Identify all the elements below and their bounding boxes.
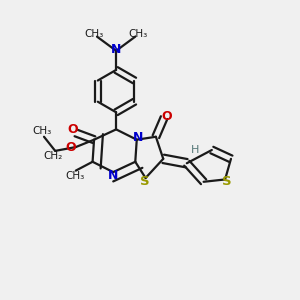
Text: N: N — [133, 131, 143, 144]
Text: CH₃: CH₃ — [84, 29, 104, 39]
Text: S: S — [222, 175, 231, 188]
Text: O: O — [65, 141, 76, 154]
Text: CH₂: CH₂ — [43, 151, 62, 161]
Text: CH₃: CH₃ — [66, 171, 85, 181]
Text: O: O — [162, 110, 172, 123]
Text: CH₃: CH₃ — [129, 29, 148, 39]
Text: N: N — [107, 169, 118, 182]
Text: N: N — [111, 43, 121, 56]
Text: CH₃: CH₃ — [32, 126, 51, 136]
Text: H: H — [191, 145, 199, 155]
Text: O: O — [67, 124, 78, 136]
Text: S: S — [140, 175, 150, 188]
